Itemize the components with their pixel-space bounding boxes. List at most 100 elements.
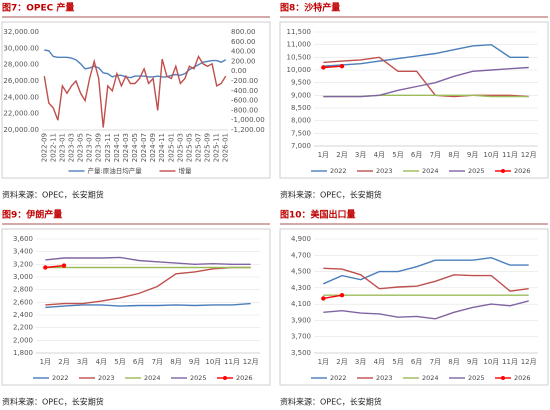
- x-tick-label: 2022-11: [49, 133, 57, 162]
- y2-tick-label: 200.00: [231, 57, 256, 65]
- legend-label: 增量: [179, 166, 193, 175]
- y-tick-label: 20,000.00: [3, 126, 39, 134]
- series-line: [323, 43, 529, 67]
- y-tick-label: 30,000.00: [3, 44, 39, 52]
- series-marker: [321, 65, 326, 70]
- x-tick-label: 7月: [430, 151, 441, 159]
- legend-label: 2025: [468, 374, 485, 382]
- y-tick-label: 1,800: [13, 349, 33, 357]
- x-tick-label: 2025-05: [185, 133, 193, 162]
- y-tick-label: 2,400: [13, 311, 33, 319]
- x-tick-label: 2025-01: [167, 133, 175, 162]
- x-tick-label: 1月: [318, 151, 329, 159]
- legend-label: 2022: [330, 167, 347, 175]
- x-tick-label: 2023-09: [95, 133, 103, 162]
- y2-tick-label: -1,200.00: [231, 126, 265, 134]
- series-marker: [61, 263, 67, 268]
- y-tick-label: 4,100: [291, 300, 311, 308]
- y-tick-label: 9,000: [291, 91, 311, 99]
- legend-label: 2023: [376, 167, 393, 175]
- y-tick-label: 8,000: [291, 117, 311, 125]
- x-tick-label: 7月: [430, 358, 441, 366]
- x-tick-label: 9月: [189, 358, 200, 366]
- x-tick-label: 2024-11: [158, 133, 166, 162]
- y-tick-label: 11,000: [287, 41, 312, 49]
- x-tick-label: 6月: [133, 358, 144, 366]
- x-tick-label: 10月: [483, 358, 499, 366]
- chart-frame: [279, 228, 549, 386]
- series-marker: [339, 63, 345, 69]
- legend-label: 2026: [236, 374, 253, 382]
- y-tick-label: 3,700: [291, 333, 311, 341]
- x-tick-label: 5月: [392, 358, 403, 366]
- x-tick-label: 2023-11: [104, 133, 112, 162]
- series-line: [45, 302, 251, 309]
- figure-caption: 图10：美国出口量: [280, 209, 356, 221]
- source-note: 资料来源：OPEC，长安期货: [280, 397, 382, 407]
- series-line: [323, 256, 529, 285]
- x-tick-label: 5月: [392, 151, 403, 159]
- y2-tick-label: -1,000.00: [231, 116, 265, 124]
- y2-tick-label: -200.00: [231, 77, 258, 85]
- x-tick-label: 8月: [448, 358, 459, 366]
- y-tick-label: 2,200: [13, 324, 33, 332]
- y-tick-label: 2,600: [13, 298, 33, 306]
- x-tick-label: 2023-07: [86, 133, 94, 162]
- x-tick-label: 1月: [318, 358, 329, 366]
- y-tick-label: 2,800: [13, 286, 33, 294]
- x-tick-label: 6月: [411, 151, 422, 159]
- x-tick-label: 2022-09: [40, 133, 48, 162]
- x-tick-label: 4月: [374, 151, 385, 159]
- y-tick-label: 7,500: [291, 129, 311, 137]
- x-tick-label: 1月: [40, 358, 51, 366]
- x-tick-label: 11月: [224, 358, 240, 366]
- y-tick-label: 10,000: [287, 66, 312, 74]
- y-tick-label: 3,400: [13, 248, 33, 256]
- legend-label: 2024: [422, 167, 439, 175]
- legend-label: 2023: [98, 374, 115, 382]
- series-line: [44, 49, 227, 79]
- x-tick-label: 2024-01: [113, 133, 121, 162]
- x-tick-label: 3月: [355, 358, 366, 366]
- series-marker: [339, 292, 345, 298]
- series-marker: [43, 265, 48, 270]
- x-tick-label: 8月: [448, 151, 459, 159]
- legend-label: 2025: [468, 167, 485, 175]
- legend-label: 2023: [376, 374, 393, 382]
- y-tick-label: 26,000.00: [3, 77, 39, 85]
- x-tick-label: 2024-07: [140, 133, 148, 162]
- x-tick-label: 2026-01: [222, 133, 230, 162]
- chart-frame: [1, 228, 271, 386]
- x-tick-label: 11月: [502, 358, 518, 366]
- series-line: [323, 65, 343, 69]
- x-tick-label: 2025-09: [204, 133, 212, 162]
- legend-label: 产量:原油日均产量: [88, 166, 143, 175]
- x-tick-label: 2月: [58, 358, 69, 366]
- x-tick-label: 11月: [502, 151, 518, 159]
- y-tick-label: 4,300: [291, 284, 311, 292]
- y-tick-label: 9,500: [291, 79, 311, 87]
- x-tick-label: 12月: [521, 151, 537, 159]
- x-tick-label: 4月: [374, 358, 385, 366]
- legend-marker: [501, 376, 505, 380]
- legend-label: 2026: [514, 167, 531, 175]
- y-tick-label: 10,500: [287, 53, 312, 61]
- x-tick-label: 2025-11: [213, 133, 221, 162]
- y2-tick-label: 800.00: [231, 28, 256, 36]
- x-tick-label: 8月: [170, 358, 181, 366]
- x-tick-label: 3月: [355, 151, 366, 159]
- chart-frame: [279, 21, 549, 179]
- legend-marker: [223, 376, 227, 380]
- y-tick-label: 24,000.00: [3, 93, 39, 101]
- y-tick-label: 3,900: [291, 316, 311, 324]
- y-tick-label: 3,500: [291, 349, 311, 357]
- y-tick-label: 7,000: [291, 142, 311, 150]
- x-tick-label: 3月: [77, 358, 88, 366]
- x-tick-label: 10月: [205, 358, 221, 366]
- source-note: 资料来源：OPEC，长安期货: [2, 190, 104, 200]
- legend-label: 2025: [190, 374, 207, 382]
- x-tick-label: 2月: [336, 151, 347, 159]
- y2-tick-label: 0.00: [231, 67, 247, 75]
- series-line: [323, 294, 343, 300]
